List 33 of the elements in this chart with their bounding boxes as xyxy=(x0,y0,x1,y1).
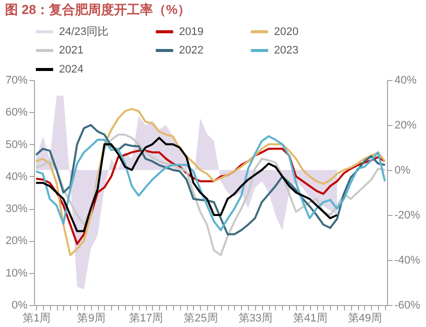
y2-tick-label: 40% xyxy=(394,74,417,86)
y-tick-label: 50% xyxy=(5,138,28,151)
x-tick-label: 第49周 xyxy=(348,312,382,324)
legend-label: 2021 xyxy=(59,44,84,56)
y2-tick-label: 20% xyxy=(394,120,417,132)
line-series xyxy=(35,134,386,256)
legend-label: 2024 xyxy=(59,64,84,76)
y2-tick-label: -40% xyxy=(394,254,420,266)
y-tick-label: 30% xyxy=(5,203,28,216)
x-tick-label: 第41周 xyxy=(293,312,328,324)
legend-label: 2023 xyxy=(274,44,298,56)
line-series xyxy=(35,136,338,232)
y2-tick-label: -20% xyxy=(394,210,420,222)
legend-label: 2020 xyxy=(274,26,298,38)
x-tick-label: 第25周 xyxy=(184,312,218,324)
x-tick-label: 第33周 xyxy=(238,312,273,324)
y2-tick-label: -60% xyxy=(394,300,420,312)
legend-label: 2019 xyxy=(179,26,204,38)
y2-tick-label: 0% xyxy=(394,164,411,176)
legend-label: 24/23同比 xyxy=(59,24,109,38)
y-tick-label: 60% xyxy=(5,106,28,119)
chart-title: 图 28：复合肥周度开工率（%） xyxy=(4,2,191,17)
line-series xyxy=(35,108,386,256)
line-series xyxy=(35,148,386,245)
legend-label: 2022 xyxy=(179,44,204,56)
y-tick-label: 40% xyxy=(5,170,28,183)
y-tick-label: 70% xyxy=(5,74,28,86)
x-tick-label: 第1周 xyxy=(22,312,51,324)
y-tick-label: 0% xyxy=(12,300,28,312)
x-tick-label: 第9周 xyxy=(77,312,106,324)
y-tick-label: 20% xyxy=(5,235,28,248)
y-tick-label: 10% xyxy=(5,267,28,280)
x-tick-label: 第17周 xyxy=(128,312,164,324)
